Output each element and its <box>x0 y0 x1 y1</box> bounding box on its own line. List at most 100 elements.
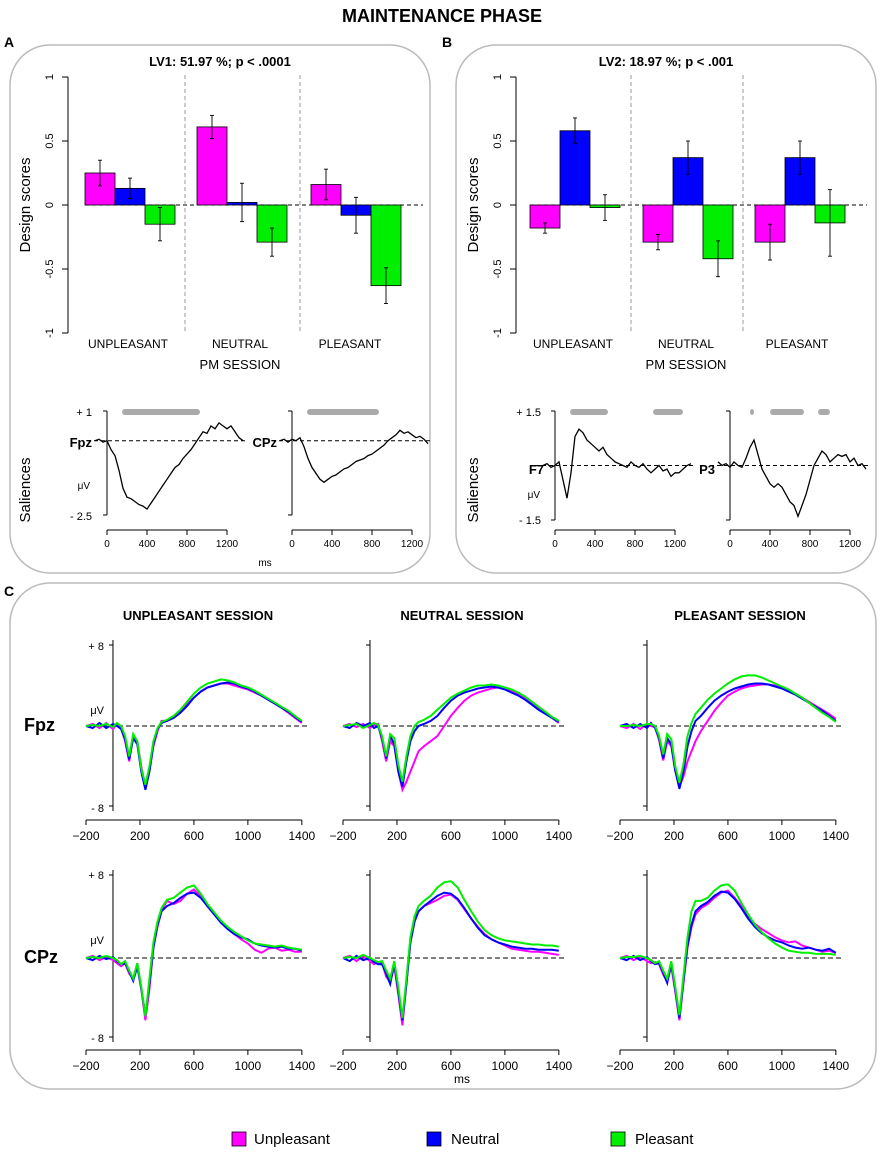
erp-cpz-unpleasant-xtick-label-1000: 1000 <box>235 1059 262 1073</box>
erp-fpz-pleasant-xtick-label-600: 600 <box>718 829 738 843</box>
bar-b-ytick-0: 0 <box>492 202 504 208</box>
erp-cpz-neutral-xtick-label-1000: 1000 <box>492 1059 519 1073</box>
bar-b-xlabel: PM SESSION <box>646 357 727 372</box>
salience-b-ymax: + 1.5 <box>516 407 541 419</box>
bar-b-ytick-neg-1: -1 <box>492 328 504 338</box>
erp-fpz-neutral-xtick-label-600: 600 <box>441 829 461 843</box>
erp-cpz-pleasant-xtick-label-600: 600 <box>718 1059 738 1073</box>
legend-swatch-neutral <box>426 1131 442 1147</box>
salB-f7-xtick-label-0: 0 <box>552 539 558 550</box>
panel-b-frame <box>455 44 877 574</box>
salB-f7-salience-trace <box>542 428 692 499</box>
salA-cpz-xtick-label-400: 400 <box>324 539 341 550</box>
erp-cpz-neutral-xtick-label-200: 200 <box>387 1059 407 1073</box>
erp-xlabel: ms <box>454 1072 470 1086</box>
salA-cpz-xtick-label-800: 800 <box>364 539 381 550</box>
erp-grid-c: UNPLEASANT SESSION NEUTRAL SESSION PLEAS… <box>24 608 850 1086</box>
erp-cpz-pleasant-xtick-label-1000: 1000 <box>769 1059 796 1073</box>
bar-a-cat-pleasant: PLEASANT <box>319 337 382 351</box>
erp-cpz-neutral-xtick-label--200: −200 <box>329 1059 356 1073</box>
salA-fpz-significance-0 <box>122 409 200 415</box>
bar-a-ytick-1: 1 <box>44 74 56 80</box>
erp-cpz-unit: μV <box>90 935 104 947</box>
erp-fpz-ymax: + 8 <box>88 641 104 653</box>
salA-cpz-salience-trace <box>279 429 429 484</box>
salB-p3-xtick-label-1200: 1200 <box>839 539 862 550</box>
salience-a-ymax: + 1 <box>76 407 92 419</box>
erp-cpz-unpleasant-xtick-label-200: 200 <box>130 1059 150 1073</box>
salA-cpz-xtick-label-0: 0 <box>289 539 295 550</box>
figure-title: MAINTENANCE PHASE <box>342 6 542 26</box>
salB-p3-xtick-label-800: 800 <box>802 539 819 550</box>
erp-fpz-neutral-trace-pleasant <box>342 683 560 782</box>
salB-p3-xtick-label-0: 0 <box>727 539 733 550</box>
erp-row-cpz-label: CPz <box>24 947 58 967</box>
erp-cpz-neutral-xtick-label-1400: 1400 <box>545 1059 572 1073</box>
erp-cpz-ymin: - 8 <box>91 1033 104 1045</box>
salience-b-ylabel: Saliences <box>465 457 482 522</box>
erp-cpz-pleasant-xtick-label-200: 200 <box>664 1059 684 1073</box>
panel-a-frame <box>9 44 431 574</box>
erp-cpz-pleasant-trace-neutral <box>619 890 837 1019</box>
erp-col-unpleasant-title: UNPLEASANT SESSION <box>123 608 273 623</box>
bar-a-ytick-0-5: 0.5 <box>44 133 56 148</box>
erp-row-fpz-label: Fpz <box>24 715 55 735</box>
bar-b-cat-neutral: NEUTRAL <box>658 337 714 351</box>
salA-fpz-xtick-label-0: 0 <box>104 539 110 550</box>
erp-col-pleasant-title: PLEASANT SESSION <box>674 608 805 623</box>
salB-f7-significance-0 <box>570 409 608 415</box>
salB-p3-significance-0 <box>750 409 754 415</box>
erp-fpz-neutral-trace-neutral <box>342 685 560 788</box>
panel-letter-b: B <box>442 34 452 50</box>
erp-fpz-pleasant-trace-pleasant <box>620 674 837 783</box>
erp-cpz-neutral-trace-pleasant <box>342 880 559 1019</box>
erp-fpz-unpleasant-trace-pleasant <box>85 678 303 785</box>
salience-a-ymin: - 2.5 <box>70 511 92 523</box>
salB-p3-significance-2 <box>818 409 830 415</box>
bar-a-cat-unpleasant: UNPLEASANT <box>88 337 169 351</box>
salB-p3-salience-trace <box>717 438 867 519</box>
salience-b-ymin: - 1.5 <box>519 515 541 527</box>
salA-cpz-xtick-label-1200: 1200 <box>401 539 424 550</box>
erp-fpz-unpleasant-xtick-label-600: 600 <box>184 829 204 843</box>
erp-fpz-unpleasant-xtick-label--200: −200 <box>72 829 99 843</box>
erp-fpz-neutral-xtick-label-1000: 1000 <box>492 829 519 843</box>
panel-letter-a: A <box>4 34 14 50</box>
bar-b-cat-pleasant: PLEASANT <box>766 337 829 351</box>
erp-cpz-pleasant-xtick-label--200: −200 <box>606 1059 633 1073</box>
salience-a-xunit: ms <box>258 558 271 569</box>
erp-cpz-unpleasant-trace-pleasant <box>85 884 302 1017</box>
salB-p3-xtick-label-400: 400 <box>762 539 779 550</box>
salience-chart-b: Saliences F7 P3 + 1.5 - 1.5 μV 0 400 800 12… <box>465 407 870 550</box>
erp-cpz-unpleasant-trace-neutral <box>85 891 303 1016</box>
salB-f7-xtick-label-800: 800 <box>627 539 644 550</box>
salB-f7-xtick-label-1200: 1200 <box>664 539 687 550</box>
erp-cpz-neutral-trace-neutral <box>342 891 559 1021</box>
salience-a-unit: μV <box>78 481 91 492</box>
erp-cpz-ymax: + 8 <box>88 870 104 882</box>
bar-chart-b-ylabel: Design scores <box>465 157 482 252</box>
barA-bar-neutral-unpleasant <box>196 126 228 206</box>
bar-a-ytick-neg-1: -1 <box>44 328 56 338</box>
panel-letter-c: C <box>4 583 14 599</box>
salA-fpz-salience-trace <box>94 421 244 511</box>
erp-cpz-pleasant-xtick-label-1400: 1400 <box>822 1059 849 1073</box>
erp-fpz-unpleasant-xtick-label-1400: 1400 <box>288 829 315 843</box>
erp-cpz-pleasant-trace-pleasant <box>619 883 836 1016</box>
salB-f7-significance-1 <box>653 409 683 415</box>
salA-fpz-xtick-label-1200: 1200 <box>216 539 239 550</box>
bar-a-ytick-neg-0-5: -0.5 <box>44 260 56 279</box>
erp-fpz-unpleasant-xtick-label-200: 200 <box>130 829 150 843</box>
salA-cpz-significance-0 <box>307 409 379 415</box>
erp-cpz-neutral-xtick-label-600: 600 <box>441 1059 461 1073</box>
bar-b-ytick-0-5: 0.5 <box>492 133 504 148</box>
erp-fpz-pleasant-xtick-label-1000: 1000 <box>769 829 796 843</box>
salience-chart-a: Saliences Fpz CPz + 1 - 2.5 μV ms 0 400 80… <box>17 407 432 569</box>
erp-fpz-ymin: - 8 <box>91 803 104 815</box>
erp-fpz-unit: μV <box>90 705 104 717</box>
salience-a-cpz-label: CPz <box>252 435 277 450</box>
legend-label-neutral: Neutral <box>451 1131 499 1148</box>
salience-b-unit: μV <box>528 490 541 501</box>
erp-col-neutral-title: NEUTRAL SESSION <box>400 608 523 623</box>
salB-p3-significance-1 <box>770 409 804 415</box>
